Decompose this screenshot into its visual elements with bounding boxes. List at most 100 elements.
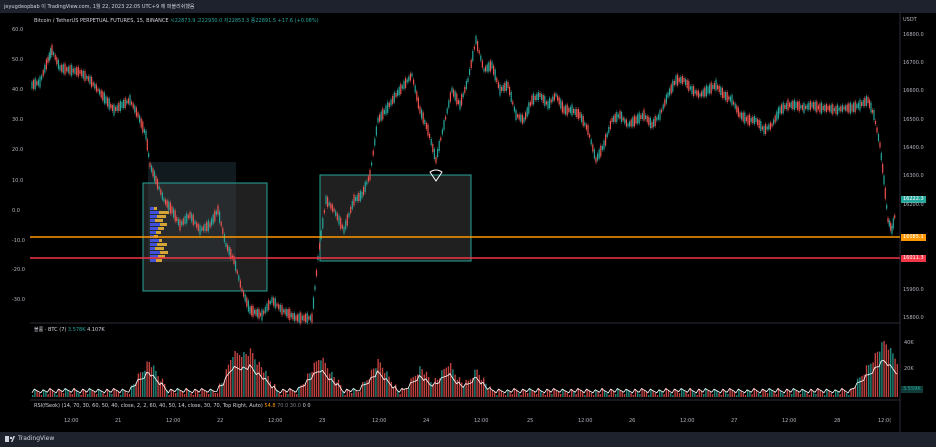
candle-body (64, 63, 66, 75)
rsi-legend: RSI(fSeok) (14, 70, 30, 60, 50, 40, clos… (34, 403, 311, 409)
volume-bar (368, 379, 370, 397)
volume-bar (788, 391, 791, 397)
volume-bar (326, 368, 329, 397)
volume-bar (661, 392, 663, 397)
volume-bar (469, 379, 472, 397)
candle-body (497, 82, 499, 88)
volume-bar (863, 374, 865, 397)
volume-bar (857, 378, 859, 397)
candle-body (653, 119, 655, 127)
volume-bar (54, 393, 56, 397)
candle-body (459, 100, 461, 110)
candle-body (797, 101, 799, 110)
volume-bar (896, 363, 898, 397)
current-price-tag: 16222.3 (901, 196, 926, 203)
volume-bar (238, 355, 241, 397)
volume-bar (659, 390, 661, 397)
candle-body (526, 107, 528, 117)
candle-body (574, 109, 576, 115)
candle-body (34, 78, 36, 90)
candle-body (121, 102, 123, 108)
candle-body (846, 104, 848, 112)
volume-scale-2: 20K (904, 366, 914, 372)
volume-bar (381, 367, 384, 397)
volume-bar (181, 392, 183, 397)
volume-bar (608, 395, 610, 397)
volume-bar (619, 390, 621, 397)
volume-bar (311, 371, 313, 397)
candle-body (675, 75, 677, 85)
volume-bar (161, 378, 164, 397)
volume-bar (725, 392, 727, 397)
candle-body (817, 105, 819, 110)
volume-bar (291, 390, 293, 397)
vp-bar-blue (150, 255, 158, 258)
candle-body (502, 85, 504, 91)
left-axis-tick: -10.0 (12, 238, 25, 244)
candle-body (168, 201, 170, 211)
candle-body (181, 221, 183, 226)
candle-body (608, 127, 610, 133)
volume-bar (879, 351, 881, 397)
candle-body (292, 313, 294, 320)
candle-body (704, 87, 706, 97)
candle-body (139, 115, 141, 123)
candle-body (446, 108, 448, 114)
chart-svg[interactable] (0, 13, 936, 432)
candle-body (377, 117, 379, 123)
candle-body (149, 163, 151, 167)
candle-body (225, 243, 227, 247)
candle-body (790, 102, 792, 108)
candle-body (47, 57, 49, 63)
candle-body (635, 116, 637, 124)
chart-area[interactable]: 16222.3 16085.1 16011.3 (0, 13, 936, 432)
volume-bar (366, 380, 368, 397)
candle-body (171, 206, 173, 214)
candle-body (515, 110, 517, 120)
candle-body (616, 112, 618, 122)
volume-bar (388, 376, 390, 397)
volume-bar (507, 390, 509, 397)
candle-body (361, 192, 363, 198)
volume-bar (531, 390, 533, 397)
volume-bar (615, 394, 617, 397)
candle-body (477, 41, 479, 51)
right-axis-tick: 16500.0 (903, 117, 924, 123)
candle-body (864, 98, 866, 106)
candle-body (621, 112, 623, 122)
volume-bar (498, 389, 500, 397)
candle-body (212, 214, 214, 224)
candle-body (204, 224, 206, 231)
candle-body (325, 196, 327, 204)
candle-body (702, 89, 704, 97)
candle-body (488, 62, 490, 72)
candle-body (822, 106, 824, 110)
candle-body (472, 51, 474, 61)
volume-bar (606, 393, 608, 397)
volume-bar (357, 392, 359, 397)
candle-body (544, 96, 546, 106)
candle-body (510, 92, 512, 102)
candle-body (238, 275, 240, 281)
volume-bar (300, 385, 302, 397)
range-box-2 (319, 174, 472, 262)
rsi-value-2: 70.0 (277, 403, 289, 409)
volume-bar (549, 391, 551, 397)
candle-body (118, 103, 120, 111)
candle-body (723, 92, 725, 98)
volume-bar (293, 392, 296, 397)
volume-bar (302, 384, 304, 397)
right-axis-tick: 15800.0 (903, 315, 924, 321)
candle-body (189, 212, 191, 218)
volume-bar (883, 340, 885, 397)
volume-bar (274, 384, 276, 397)
volume-bar (744, 395, 747, 397)
volume-bar (637, 392, 639, 397)
volume-bar (815, 394, 817, 397)
candle-body (311, 313, 313, 323)
candle-body (432, 144, 434, 152)
candle-body (630, 119, 632, 127)
candle-body (766, 126, 768, 130)
candle-body (165, 199, 167, 205)
volume-bar (588, 391, 590, 397)
